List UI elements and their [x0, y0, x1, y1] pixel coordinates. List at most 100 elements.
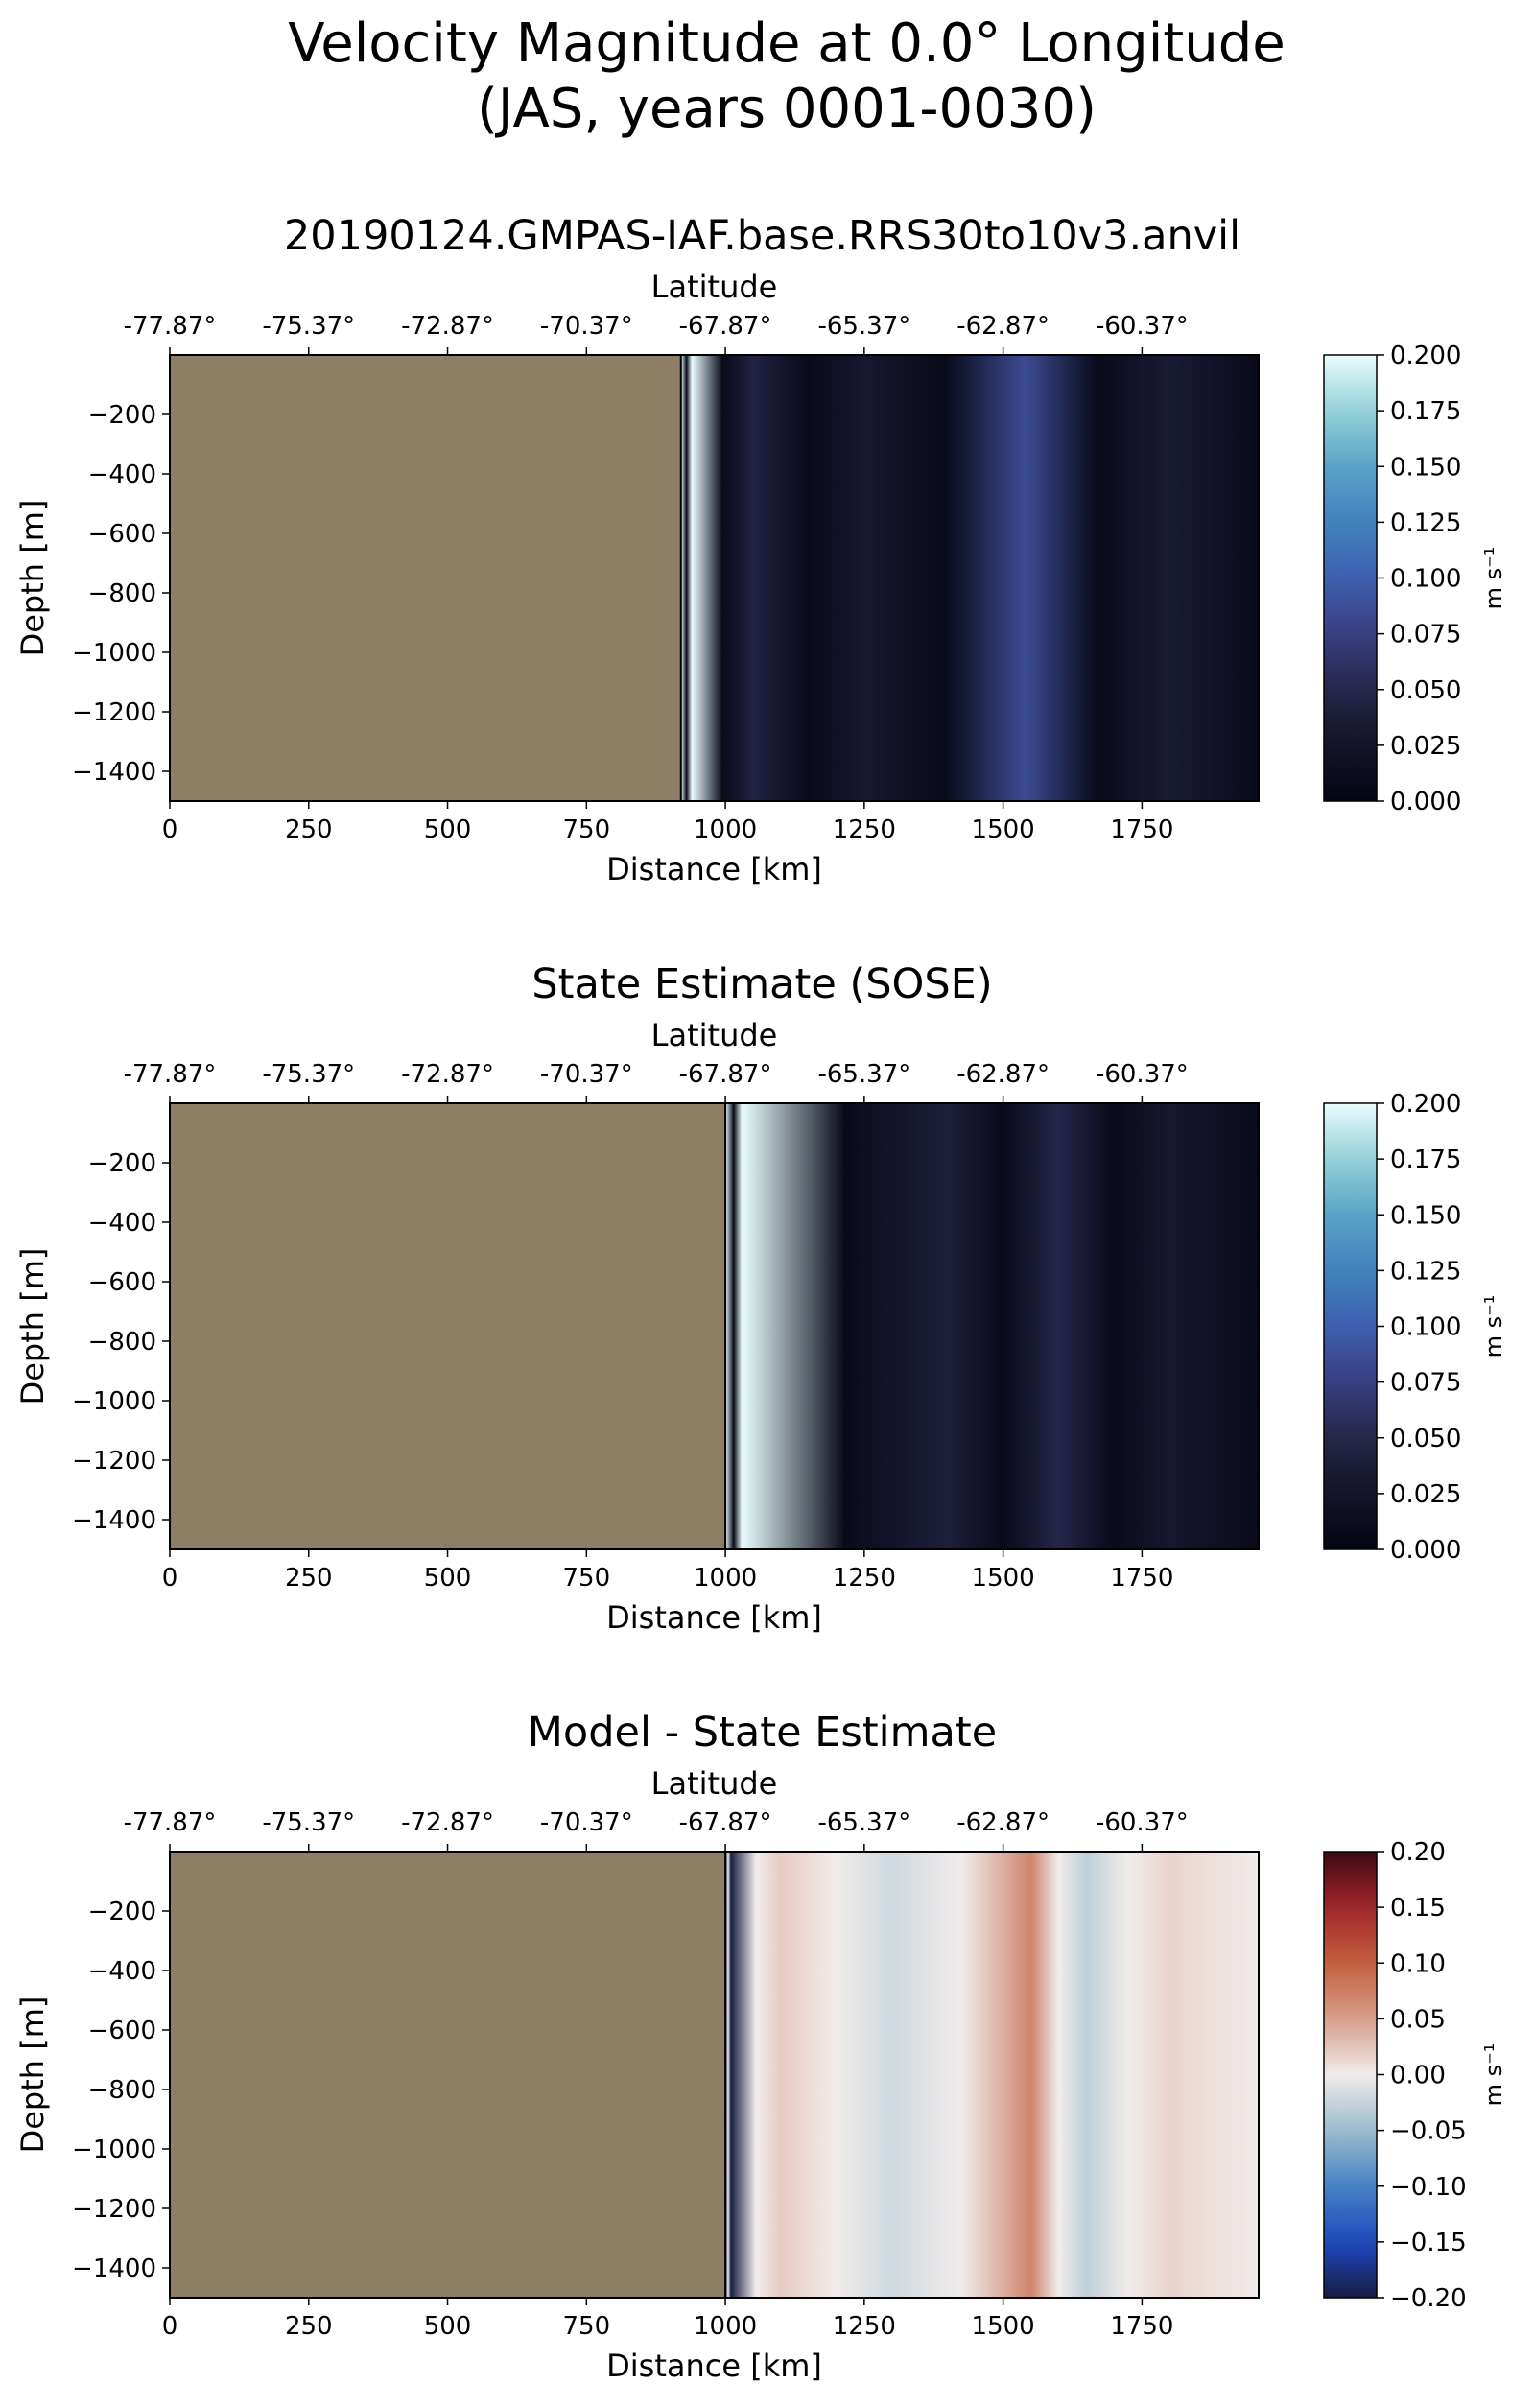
top-tick-label: -70.37°	[540, 1808, 633, 1837]
panel-title: 20190124.GMPAS-IAF.base.RRS30to10v3.anvi…	[284, 212, 1240, 260]
colorbar-tick-label: −0.15	[1390, 2229, 1467, 2257]
top-axis-label: Latitude	[651, 269, 778, 305]
panel-2: State Estimate (SOSE) 0 250 500 750 1000 1250 1…	[14, 960, 1507, 1636]
top-tick-label: -60.37°	[1096, 312, 1189, 341]
figure-title-line1: Velocity Magnitude at 0.0° Longitude	[288, 12, 1285, 75]
colorbar	[1323, 1851, 1378, 2299]
panel-3: Model - State Estimate 0 250 500 750 1000 1250…	[14, 1709, 1507, 2384]
colorbar-tick-label: −0.05	[1390, 2117, 1467, 2146]
colorbar-tick-label: 0.100	[1390, 565, 1461, 594]
colorbar-tick-label: 0.075	[1390, 1369, 1461, 1398]
x-tick-label: 250	[285, 815, 333, 844]
top-tick-label: -72.87°	[401, 312, 494, 341]
x-tick-label: 0	[162, 815, 178, 844]
y-axis-label: Depth [m]	[14, 1248, 51, 1405]
x-tick-label: 1500	[972, 1564, 1035, 1593]
colorbar-label: m s⁻¹	[1480, 547, 1507, 610]
x-tick-label: 1500	[972, 815, 1035, 844]
y-tick-label: −1200	[72, 1447, 156, 1475]
x-tick-label: 0	[162, 2312, 178, 2341]
colorbar-tick-label: 0.050	[1390, 1425, 1461, 1453]
x-tick-label: 1000	[694, 2312, 757, 2341]
colorbar-tick-label: 0.175	[1390, 1145, 1461, 1174]
colorbar-tick-label: 0.175	[1390, 397, 1461, 426]
x-tick-label: 1750	[1110, 2312, 1173, 2341]
top-tick-label: -70.37°	[540, 1060, 633, 1089]
top-tick-label: -65.37°	[817, 1060, 910, 1089]
x-tick-label: 1250	[833, 815, 896, 844]
y-tick-label: −200	[88, 1898, 156, 1926]
y-tick-label: −600	[88, 520, 156, 549]
colorbar-tick-label: −0.20	[1390, 2284, 1467, 2313]
y-tick-label: −400	[88, 460, 156, 489]
top-tick-label: -75.37°	[262, 1808, 355, 1837]
colorbar-tick-label: 0.20	[1390, 1838, 1446, 1867]
land-mask	[170, 1852, 726, 2298]
colorbar-tick-label: 0.100	[1390, 1313, 1461, 1342]
colorbar-tick-label: 0.050	[1390, 676, 1461, 705]
colorbar-tick-label: 0.200	[1390, 342, 1461, 370]
y-tick-label: −800	[88, 1328, 156, 1357]
plot-frame	[169, 354, 1260, 802]
x-axis-label: Distance [km]	[606, 1599, 822, 1636]
y-tick-label: −1000	[72, 2136, 156, 2164]
colorbar-tick-label: 0.00	[1390, 2062, 1446, 2090]
colorbar-label: m s⁻¹	[1480, 1295, 1507, 1358]
x-tick-label: 500	[424, 815, 472, 844]
y-axis-label: Depth [m]	[14, 1996, 51, 2154]
panel-title: State Estimate (SOSE)	[531, 960, 992, 1008]
x-tick-label: 1250	[833, 2312, 896, 2341]
x-tick-label: 1500	[972, 2312, 1035, 2341]
y-tick-label: −200	[88, 1149, 156, 1178]
top-tick-label: -60.37°	[1096, 1060, 1189, 1089]
panel-1: 20190124.GMPAS-IAF.base.RRS30to10v3.anvi…	[14, 212, 1507, 887]
top-tick-label: -62.87°	[956, 1808, 1050, 1837]
top-tick-label: -77.87°	[124, 312, 217, 341]
x-tick-label: 0	[162, 1564, 178, 1593]
y-tick-label: −800	[88, 2076, 156, 2105]
x-tick-label: 1000	[694, 1564, 757, 1593]
y-tick-label: −1000	[72, 639, 156, 668]
x-axis-label: Distance [km]	[606, 851, 822, 887]
top-tick-label: -67.87°	[679, 1060, 772, 1089]
land-mask	[170, 1103, 726, 1549]
colorbar-tick-label: 0.05	[1390, 2005, 1446, 2034]
plot-frame	[169, 1851, 1260, 2299]
colorbar-tick-label: 0.10	[1390, 1949, 1446, 1978]
colorbar-tick-label: 0.150	[1390, 1201, 1461, 1230]
x-tick-label: 1250	[833, 1564, 896, 1593]
top-tick-label: -75.37°	[262, 1060, 355, 1089]
land-mask	[170, 355, 681, 801]
top-axis-label: Latitude	[651, 1765, 778, 1802]
top-tick-label: -62.87°	[956, 312, 1050, 341]
top-tick-label: -75.37°	[262, 312, 355, 341]
colorbar-tick-label: 0.000	[1390, 1536, 1461, 1565]
y-axis-label: Depth [m]	[14, 500, 51, 657]
y-tick-label: −800	[88, 579, 156, 608]
x-tick-label: 250	[285, 2312, 333, 2341]
colorbar-tick-label: 0.125	[1390, 1257, 1461, 1286]
figure-title-line2: (JAS, years 0001-0030)	[477, 78, 1097, 140]
x-tick-label: 750	[562, 815, 610, 844]
top-tick-label: -72.87°	[401, 1060, 494, 1089]
top-tick-label: -62.87°	[956, 1060, 1050, 1089]
ocean-field	[725, 1103, 1259, 1549]
top-tick-label: -67.87°	[679, 312, 772, 341]
y-tick-label: −200	[88, 401, 156, 430]
y-tick-label: −1400	[72, 1506, 156, 1535]
top-tick-label: -60.37°	[1096, 1808, 1189, 1837]
x-axis-label: Distance [km]	[606, 2348, 822, 2384]
colorbar-tick-label: 0.150	[1390, 453, 1461, 482]
y-tick-label: −1200	[72, 698, 156, 727]
panels: 20190124.GMPAS-IAF.base.RRS30to10v3.anvi…	[14, 212, 1507, 2384]
x-tick-label: 750	[562, 2312, 610, 2341]
colorbar-tick-label: 0.025	[1390, 732, 1461, 761]
top-tick-label: -77.87°	[124, 1808, 217, 1837]
top-tick-label: -72.87°	[401, 1808, 494, 1837]
top-tick-label: -67.87°	[679, 1808, 772, 1837]
plot-frame	[169, 1102, 1260, 1550]
y-tick-label: −1400	[72, 758, 156, 787]
y-tick-label: −600	[88, 1268, 156, 1297]
x-tick-label: 1750	[1110, 815, 1173, 844]
